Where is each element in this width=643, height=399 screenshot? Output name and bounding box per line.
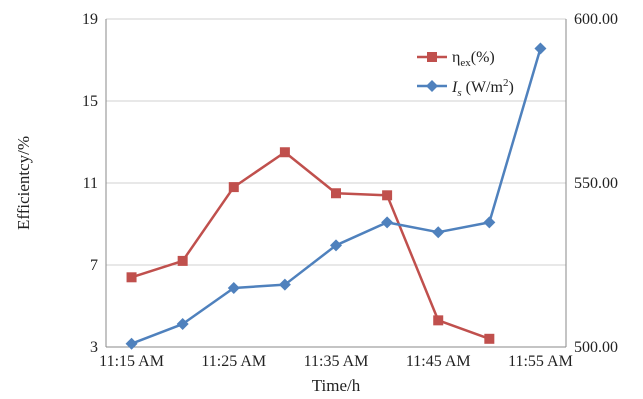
data-point-square: [433, 315, 444, 326]
x-tick-label: 11:45 AM: [406, 353, 471, 370]
y-tick-label: 11: [83, 175, 98, 192]
data-point-square: [126, 272, 137, 283]
y-tick-label: 15: [82, 93, 98, 110]
series-line-0: [131, 151, 490, 340]
data-point-square: [484, 333, 495, 344]
y2-tick-label: 550.00: [574, 175, 618, 192]
data-point-diamond: [125, 337, 138, 350]
x-tick-label: 11:35 AM: [304, 353, 369, 370]
y2-tick-label: 500.00: [574, 339, 618, 356]
data-point-diamond: [483, 216, 496, 229]
data-point-diamond: [534, 42, 547, 55]
data-point-diamond: [176, 318, 189, 331]
x-tick-label: 11:55 AM: [508, 353, 573, 370]
data-point-square: [177, 255, 188, 266]
legend-eta-label: ηex(%): [452, 49, 495, 69]
y-tick-label: 7: [90, 257, 98, 274]
data-point-square: [382, 190, 393, 201]
y-tick-label: 3: [90, 339, 98, 356]
x-tick-label: 11:25 AM: [201, 353, 266, 370]
data-point-square: [279, 147, 290, 158]
data-point-diamond: [278, 278, 291, 291]
data-point-diamond: [330, 239, 342, 252]
legend: ηex(%) Is (W/m2): [417, 49, 514, 99]
data-point-diamond: [432, 226, 445, 239]
data-point-square: [228, 182, 239, 193]
data-point-square: [331, 188, 341, 199]
data-point-diamond: [227, 281, 240, 294]
legend-eta-marker: [427, 52, 437, 62]
data-point-diamond: [381, 216, 394, 229]
y-axis-title: Efficientcy/%: [14, 136, 33, 230]
y-tick-label: 19: [82, 11, 98, 28]
y2-tick-label: 600.00: [574, 11, 618, 28]
legend-is-label: Is (W/m2): [451, 77, 514, 99]
x-tick-label: 11:15 AM: [99, 353, 164, 370]
x-axis-title: Time/h: [312, 376, 361, 395]
legend-is-marker: [426, 80, 438, 92]
